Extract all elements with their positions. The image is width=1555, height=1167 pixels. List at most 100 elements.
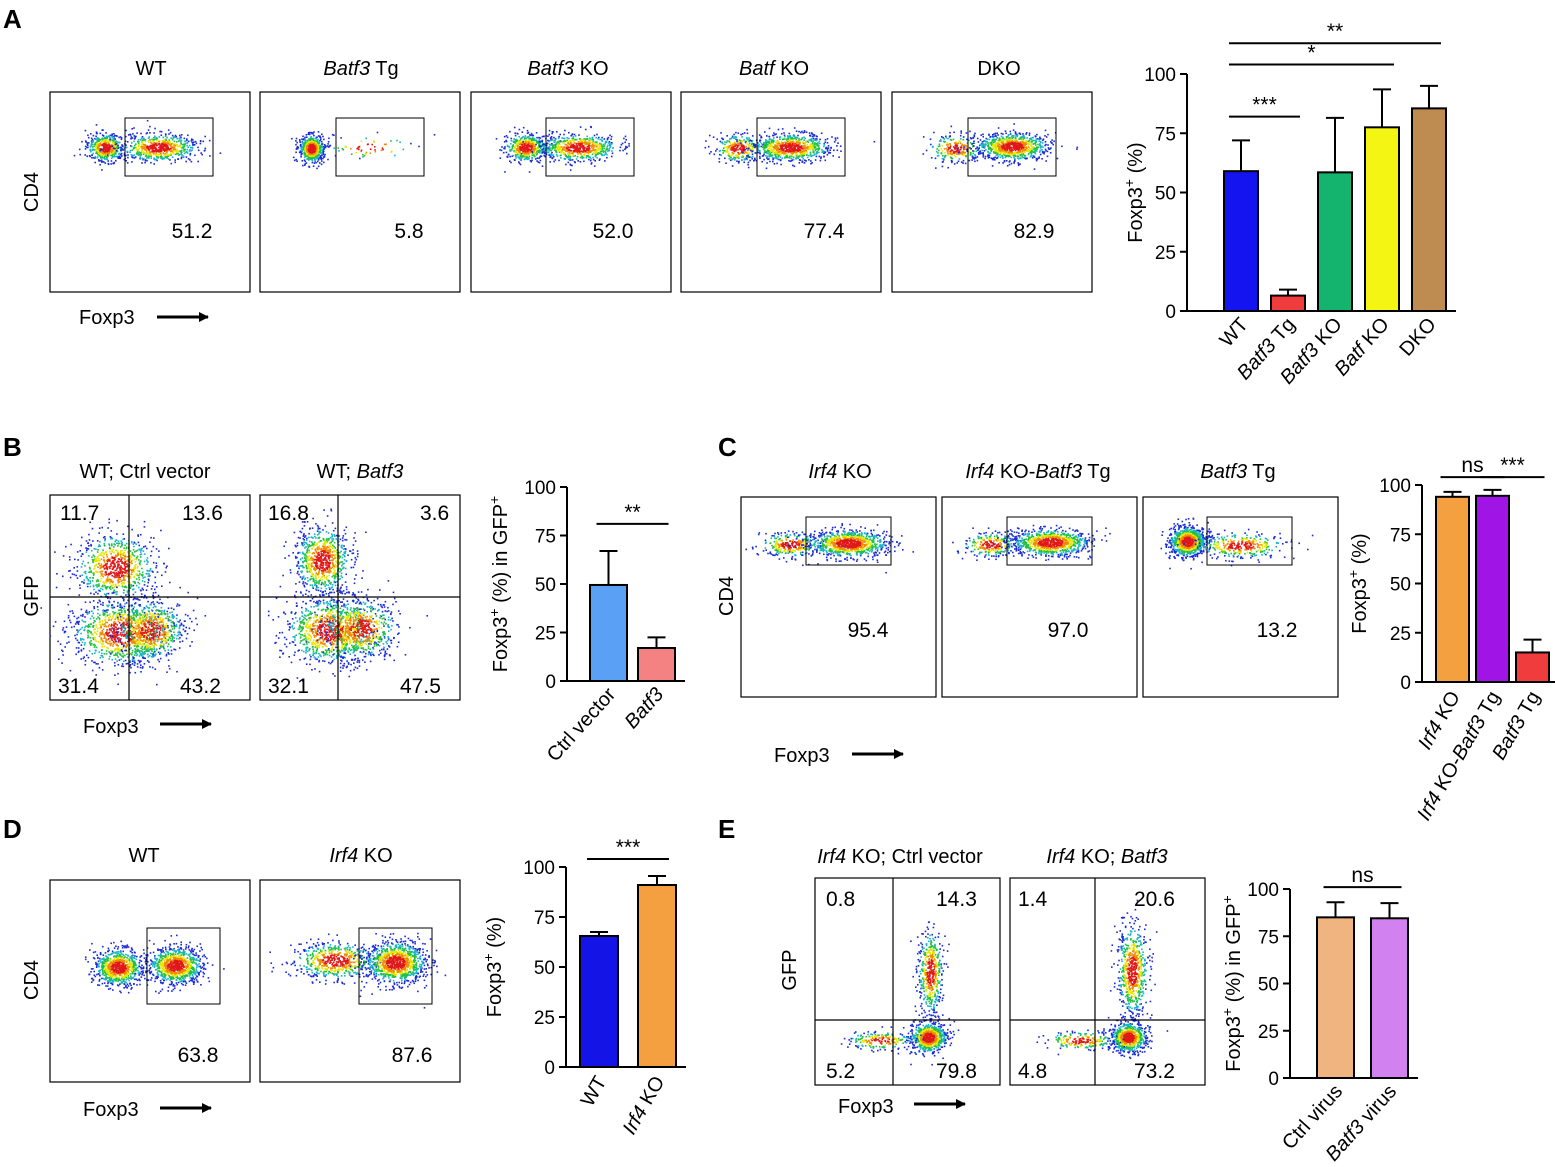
y-tick-label: 50 bbox=[1258, 975, 1279, 996]
bar-batf-ko bbox=[1364, 126, 1400, 312]
quadrant-ur: 3.6 bbox=[420, 502, 449, 525]
flow-plot-a4: Batf KO 77.4 bbox=[680, 58, 882, 293]
bar-irf4-ko bbox=[1435, 495, 1470, 683]
y-tick-label: 0 bbox=[1400, 673, 1411, 694]
flow-plot-d2: Irf4 KO 87.6 bbox=[259, 845, 461, 1083]
quadrant-lr: 79.8 bbox=[936, 1060, 977, 1083]
flow-gate bbox=[805, 516, 892, 566]
y-tick-label: 50 bbox=[1390, 575, 1411, 596]
panel-label-a: A bbox=[3, 4, 22, 34]
flow-dot-cloud bbox=[1160, 517, 1314, 570]
flow-plot-title: Batf KO bbox=[739, 58, 809, 80]
y-tick-label: 0 bbox=[1268, 1069, 1279, 1090]
flow-gate bbox=[358, 927, 433, 1005]
flow-gate-value: 95.4 bbox=[848, 619, 889, 642]
x-category-label: Irf4 KO bbox=[619, 1073, 670, 1139]
significance-label: * bbox=[1307, 42, 1315, 65]
flow-plot-frame bbox=[1142, 496, 1339, 698]
flow-plot-frame bbox=[259, 91, 461, 293]
panel-b-x-label: Foxp3 bbox=[83, 716, 139, 738]
flow-dot-cloud bbox=[745, 523, 914, 574]
quadrant-ur: 13.6 bbox=[182, 502, 223, 525]
bar-batf3-virus bbox=[1370, 917, 1409, 1079]
y-tick-label: 0 bbox=[545, 672, 556, 693]
flow-plot-a5: DKO 82.9 bbox=[891, 58, 1093, 293]
panel-label-c: C bbox=[718, 432, 737, 462]
flow-plot-title: Irf4 KO; Ctrl vector bbox=[817, 846, 983, 868]
quadrant-lr: 73.2 bbox=[1134, 1060, 1175, 1083]
panel-b-y-label: GFP bbox=[21, 575, 43, 616]
flow-plot-title: Irf4 KO bbox=[329, 845, 392, 867]
flow-gate bbox=[967, 117, 1057, 177]
flow-dot-cloud bbox=[73, 119, 222, 171]
flow-gate-value: 51.2 bbox=[172, 220, 213, 243]
y-tick-label: 0 bbox=[1165, 302, 1176, 323]
x-category-label: DKO bbox=[1395, 314, 1440, 361]
significance-label: *** bbox=[1500, 454, 1525, 477]
quadrant-ur: 20.6 bbox=[1134, 888, 1175, 911]
flow-plot-a3: Batf3 KO 52.0 bbox=[470, 58, 672, 293]
significance-label: *** bbox=[616, 836, 641, 859]
quadrant-ll: 31.4 bbox=[58, 675, 99, 698]
flow-gate-value: 13.2 bbox=[1257, 619, 1298, 642]
flow-plot-a1: WT 51.2 bbox=[49, 58, 251, 293]
y-axis-label: Foxp3+ (%) bbox=[1345, 533, 1371, 633]
flow-plot-frame bbox=[1009, 877, 1206, 1086]
quadrant-ul: 1.4 bbox=[1018, 888, 1048, 911]
flow-gate bbox=[1206, 516, 1293, 566]
panel-e-x-label: Foxp3 bbox=[838, 1096, 894, 1118]
flow-dot-cloud bbox=[1036, 899, 1169, 1060]
y-tick-label: 75 bbox=[535, 527, 556, 548]
y-axis-label: Foxp3+ (%) in GFP+ bbox=[486, 496, 512, 672]
panel-d-y-label: CD4 bbox=[21, 960, 43, 1000]
flow-gate-value: 5.8 bbox=[394, 220, 423, 243]
y-tick-label: 100 bbox=[1144, 65, 1176, 86]
panel-a-y-label: CD4 bbox=[21, 172, 43, 212]
flow-plot-frame bbox=[470, 91, 672, 293]
panel-c-flow: CD4 Foxp3 Irf4 KO 95.4 Irf4 KO-Batf3 Tg … bbox=[716, 461, 1339, 767]
flow-dot-cloud bbox=[840, 921, 960, 1066]
y-tick-label: 100 bbox=[523, 858, 555, 879]
quadrant-ul: 0.8 bbox=[826, 888, 855, 911]
flow-gate-value: 52.0 bbox=[593, 220, 634, 243]
y-tick-label: 25 bbox=[1258, 1022, 1279, 1043]
flow-plot-title: WT; Batf3 bbox=[317, 461, 404, 483]
flow-dot-cloud bbox=[922, 123, 1079, 170]
flow-gate bbox=[124, 117, 214, 177]
flow-gate bbox=[545, 117, 635, 177]
flow-plot-frame bbox=[814, 877, 1001, 1086]
panel-d-flow: CD4 Foxp3 WT 63.8 Irf4 KO 87.6 bbox=[21, 845, 461, 1121]
significance-label: ** bbox=[624, 501, 640, 524]
y-tick-label: 50 bbox=[534, 958, 555, 979]
flow-plot-frame bbox=[49, 91, 251, 293]
flow-gate bbox=[146, 927, 221, 1005]
panel-label-b: B bbox=[3, 432, 22, 462]
quadrant-ur: 14.3 bbox=[936, 888, 977, 911]
flow-gate-value: 63.8 bbox=[178, 1044, 219, 1067]
flow-plot-title: Batf3 Tg bbox=[323, 58, 398, 80]
y-tick-label: 25 bbox=[1155, 243, 1176, 264]
panel-e-y-label: GFP bbox=[779, 949, 801, 990]
quadrant-lr: 47.5 bbox=[400, 675, 441, 698]
bar-batf3 bbox=[637, 647, 676, 683]
quadrant-ll: 32.1 bbox=[268, 675, 309, 698]
flow-plot-title: DKO bbox=[977, 58, 1020, 80]
flow-dot-cloud bbox=[84, 934, 225, 994]
flow-plot-b2: WT; Batf3 16.8 3.6 32.1 47.5 bbox=[259, 461, 461, 701]
y-tick-label: 50 bbox=[1155, 184, 1176, 205]
y-tick-label: 0 bbox=[544, 1058, 555, 1079]
y-tick-label: 100 bbox=[1247, 880, 1279, 901]
bar-batf3-tg bbox=[1270, 294, 1306, 313]
flow-gate-value: 87.6 bbox=[392, 1044, 433, 1067]
y-axis-label: Foxp3+ (%) bbox=[1121, 142, 1147, 242]
flow-plot-title: Batf3 Tg bbox=[1200, 461, 1275, 483]
y-axis-label: Foxp3+ (%) in GFP+ bbox=[1219, 895, 1245, 1071]
bar-ctrl-virus bbox=[1316, 916, 1355, 1079]
bar-wt bbox=[1223, 170, 1259, 312]
panel-c-x-label: Foxp3 bbox=[774, 745, 830, 767]
flow-plot-title: Batf3 KO bbox=[527, 58, 608, 80]
flow-gate-value: 77.4 bbox=[804, 220, 845, 243]
flow-plot-title: Irf4 KO; Batf3 bbox=[1046, 846, 1167, 868]
